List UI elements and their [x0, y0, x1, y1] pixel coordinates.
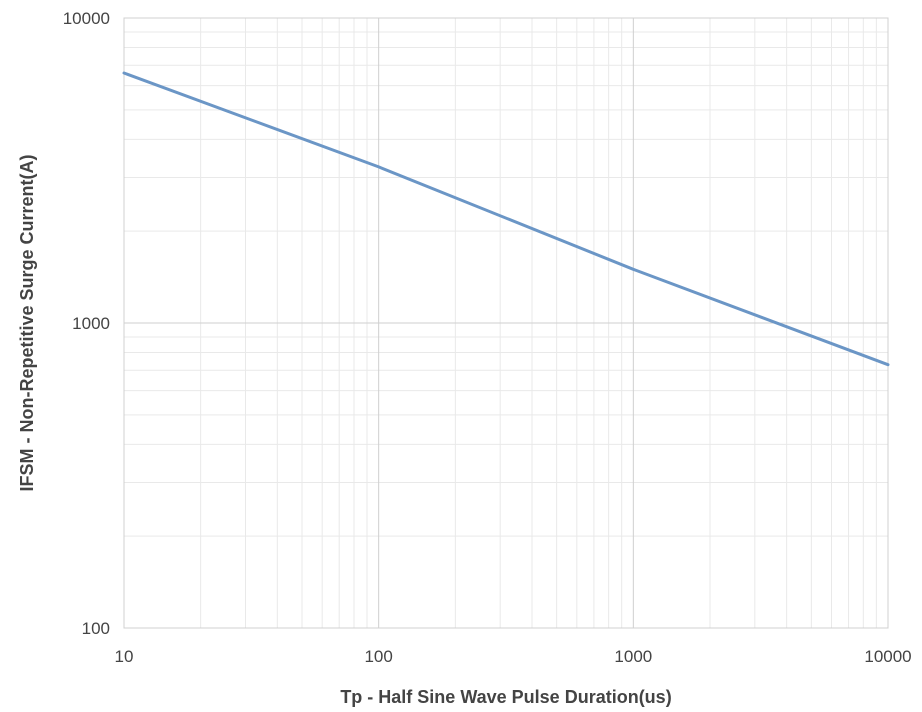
y-axis-title: IFSM - Non-Repetitive Surge Current(A) [17, 154, 37, 491]
x-tick-labels: 10 100 1000 10000 [115, 647, 912, 666]
series-line [122, 71, 890, 367]
x-tick-label: 1000 [614, 647, 652, 666]
x-tick-label: 10 [115, 647, 134, 666]
x-tick-label: 10000 [864, 647, 911, 666]
series-layer [122, 71, 890, 367]
x-axis-title: Tp - Half Sine Wave Pulse Duration(us) [340, 687, 671, 707]
x-tick-label: 100 [364, 647, 392, 666]
y-tick-label: 100 [82, 619, 110, 638]
plot-area-frame [123, 17, 889, 629]
y-tick-labels: 100 1000 10000 [63, 9, 110, 638]
y-tick-label: 10000 [63, 9, 110, 28]
y-tick-label: 1000 [72, 314, 110, 333]
